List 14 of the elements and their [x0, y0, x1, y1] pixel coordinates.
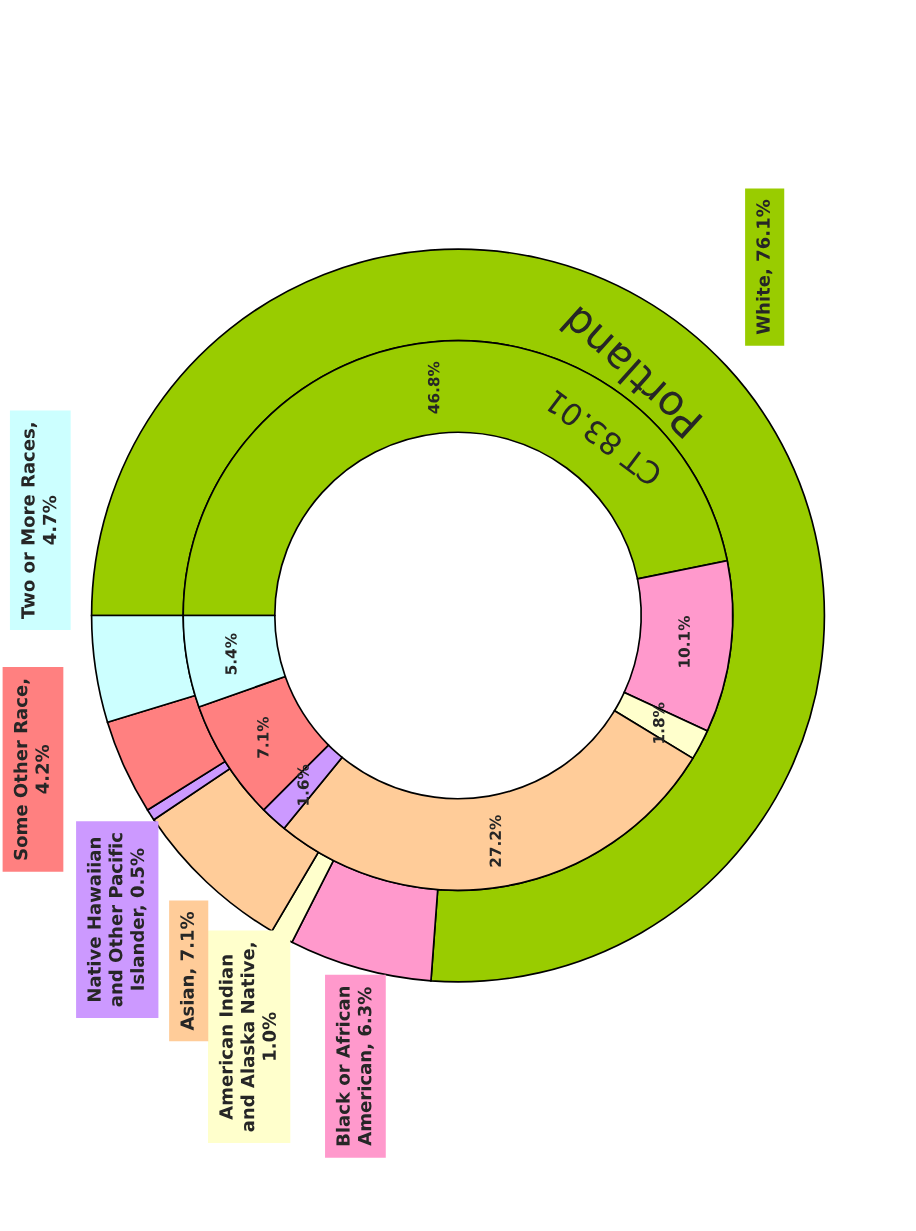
data-label: Native Hawaiian and Other Pacific Islander, 0.5% — [86, 833, 147, 1007]
data-label: White, 76.1% — [755, 199, 773, 335]
data-label: American Indian and Alaska Native, 1.0% — [218, 943, 276, 1132]
data-label: Two or More Races, 4.7% — [21, 423, 57, 620]
data-label: 1.6% — [297, 764, 309, 805]
data-label: 27.2% — [489, 815, 502, 867]
data-label: 1.8% — [652, 702, 665, 743]
data-label: 46.8% — [427, 361, 440, 414]
data-label: Black or African American, 6.3% — [335, 986, 374, 1146]
data-label: Some Other Race, 4.2% — [13, 679, 50, 860]
data-label: 7.1% — [257, 716, 269, 758]
data-label: 5.4% — [225, 633, 237, 675]
data-label: 10.1% — [678, 616, 690, 667]
data-label: Asian, 7.1% — [179, 911, 197, 1031]
